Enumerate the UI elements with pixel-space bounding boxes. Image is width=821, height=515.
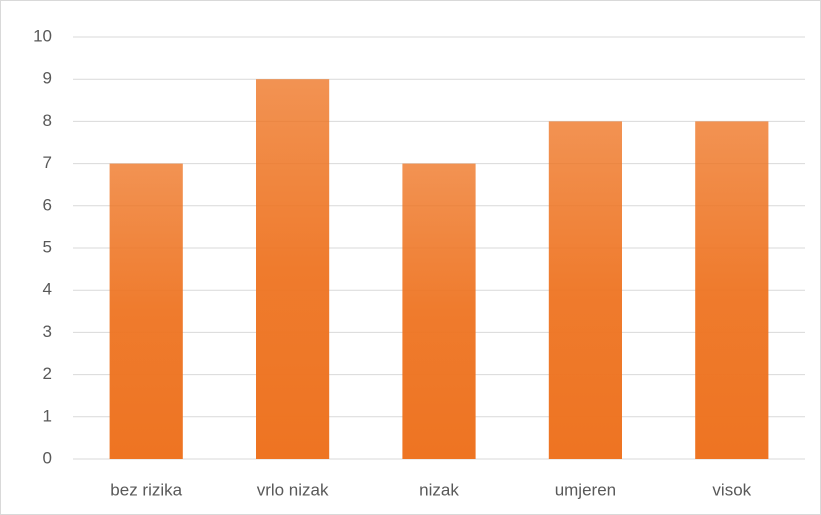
y-tick-label: 2 [43,364,52,383]
y-tick-label: 3 [43,322,52,341]
x-tick-label: visok [712,480,751,499]
x-tick-label: vrlo nizak [257,480,329,499]
x-tick-label: bez rizika [110,480,182,499]
bar [402,163,476,459]
y-tick-label: 4 [43,280,52,299]
y-tick-label: 5 [43,237,52,256]
y-tick-label: 6 [43,195,52,214]
x-tick-label: nizak [419,480,459,499]
bar [548,121,622,460]
y-tick-label: 8 [43,111,52,130]
y-tick-label: 0 [43,448,52,467]
bar [256,79,330,459]
y-tick-label: 9 [43,69,52,88]
bar [109,163,183,459]
y-tick-label: 10 [33,26,52,45]
x-tick-label: umjeren [555,480,616,499]
y-tick-label: 7 [43,153,52,172]
y-tick-label: 1 [43,406,52,425]
bar [695,121,769,460]
